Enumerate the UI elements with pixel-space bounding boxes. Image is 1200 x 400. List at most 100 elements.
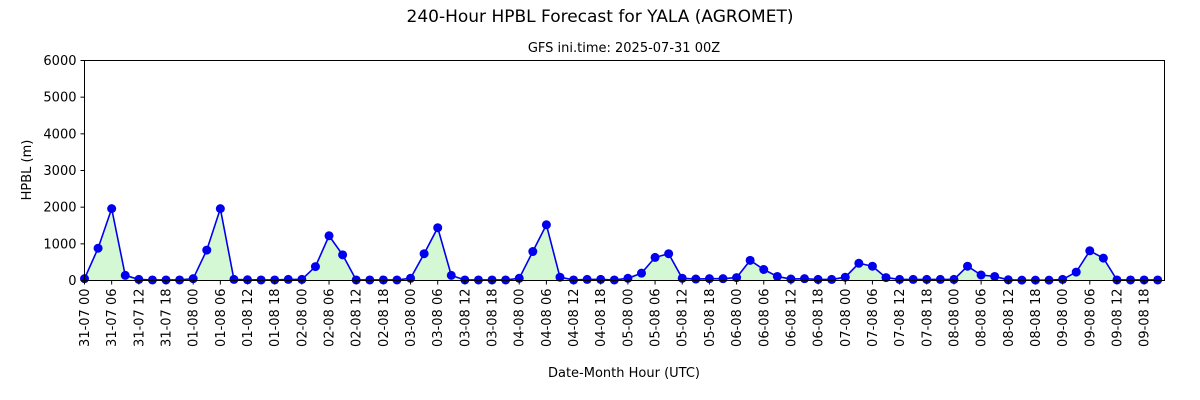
data-point [107,204,117,214]
data-point [800,274,809,284]
data-point [664,249,674,259]
x-tick-label: 03-08 18 [486,289,501,347]
data-point [270,275,280,285]
data-point [827,274,837,284]
x-tick-label: 08-08 06 [975,289,990,347]
data-point [229,274,239,284]
data-point [1139,275,1149,285]
x-tick-label: 03-08 12 [458,289,473,347]
x-tick-label: 04-08 18 [594,289,609,347]
data-point [297,274,307,284]
x-tick-label: 09-08 12 [1110,289,1125,347]
data-point [895,274,905,284]
data-point [772,271,782,281]
data-point [1112,275,1122,285]
data-point [732,273,742,283]
x-tick-label: 02-08 12 [350,289,365,347]
x-tick-label: 05-08 06 [649,289,664,347]
x-tick-label: 04-08 12 [567,289,582,347]
x-tick-label: 31-07 06 [105,289,120,347]
data-point [867,261,877,271]
x-tick-label: 02-08 00 [295,289,310,347]
data-point [1126,275,1136,285]
x-tick-label: 06-08 12 [784,289,799,347]
series-line [83,205,1158,281]
data-point [338,250,348,260]
series-fill-area [84,208,1158,281]
chart-title: 240-Hour HPBL Forecast for YALA (AGROMET… [407,7,794,27]
x-tick-label: 03-08 06 [431,289,446,347]
data-point [501,275,511,285]
x-tick-label: 09-08 06 [1083,289,1098,347]
data-point [963,261,973,271]
data-point [1003,275,1013,285]
data-point [813,274,823,284]
data-point [596,274,606,284]
data-point [324,231,334,241]
x-tick-label: 05-08 18 [703,289,718,347]
data-point [528,247,538,257]
plot-frame [84,60,1165,281]
data-point [202,245,212,255]
x-tick-label: 01-08 18 [268,289,283,347]
x-tick-label: 05-08 00 [621,289,636,347]
data-point [786,274,796,284]
x-tick-label: 08-08 18 [1029,289,1044,347]
data-point [569,275,579,285]
y-tick-label: 4000 [43,127,76,142]
data-point [935,274,945,284]
data-point [310,262,320,272]
x-tick-label: 01-08 00 [187,289,202,347]
x-tick-label: 31-07 12 [132,289,147,347]
y-tick-label: 3000 [43,164,76,179]
data-point [365,275,375,285]
data-point [460,275,470,285]
data-point [541,220,551,230]
data-point [949,274,959,284]
data-point [555,272,565,282]
data-point [351,275,361,285]
data-point [473,275,483,285]
y-axis: 0 1000 2000 3000 4000 5000 6000 [43,54,85,289]
x-tick-label: 06-08 00 [730,289,745,347]
data-point [134,274,144,284]
data-point [256,275,266,285]
data-point [378,275,388,285]
x-tick-label: 04-08 00 [513,289,528,347]
data-point [881,273,891,283]
x-axis-label: Date-Month Hour (UTC) [548,366,700,381]
data-point [419,249,429,259]
x-tick-label: 06-08 06 [757,289,772,347]
x-tick-label: 09-08 00 [1056,289,1071,347]
data-point [854,258,864,268]
y-tick-label: 5000 [43,91,76,106]
x-tick-label: 08-08 12 [1002,289,1017,347]
data-point [1153,275,1163,285]
y-axis-label: HPBL (m) [20,140,35,201]
x-tick-label: 07-08 00 [839,289,854,347]
x-tick-label: 04-08 06 [540,289,555,347]
data-point [120,270,130,280]
x-tick-label: 03-08 00 [404,289,419,347]
data-point [147,275,157,285]
data-point [1071,267,1081,277]
x-tick-label: 05-08 12 [676,289,691,347]
x-axis: 31-07 00 31-07 06 31-07 12 31-07 18 01-08 00… [78,280,1153,347]
data-point [976,270,986,280]
data-point [487,275,497,285]
data-point [433,223,443,233]
data-point [840,272,850,282]
x-tick-label: 02-08 18 [377,289,392,347]
y-tick-label: 1000 [43,237,76,252]
data-point [1098,253,1108,263]
x-tick-label: 01-08 12 [241,289,256,347]
data-point [609,275,619,285]
data-point [243,275,253,285]
data-point [908,274,918,284]
y-tick-label: 2000 [43,201,76,216]
data-point [215,204,225,214]
x-tick-label: 07-08 18 [920,289,935,347]
data-point [650,252,660,262]
x-tick-label: 02-08 06 [323,289,338,347]
